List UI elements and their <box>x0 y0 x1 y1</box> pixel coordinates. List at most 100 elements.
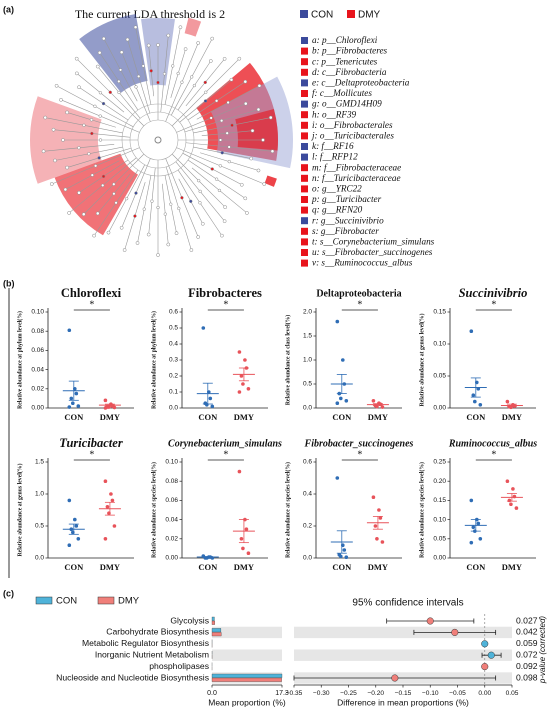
taxon-swatch <box>301 68 308 76</box>
node <box>51 127 56 132</box>
data-point <box>469 498 474 503</box>
legend-label: CON <box>56 596 77 607</box>
p-value: 0.092 <box>516 661 538 671</box>
node <box>243 196 248 201</box>
y-axis-label: Relative abundance at species level(%) <box>150 462 157 558</box>
chart-title: Deltaproteobacteria <box>316 288 401 299</box>
data-point <box>241 546 245 551</box>
node <box>227 159 231 164</box>
taxon-swatch <box>301 132 308 140</box>
x-tick-label: CON <box>332 412 352 422</box>
node <box>209 116 213 120</box>
y-tick-label: 0.0 <box>303 405 312 412</box>
data-point <box>380 540 385 544</box>
y-tick-label: 0.20 <box>433 478 446 485</box>
x-tick-label: CON <box>466 562 486 572</box>
y-tick-label: 1.0 <box>35 491 44 498</box>
significance-label: * <box>89 449 94 460</box>
node <box>134 85 138 89</box>
data-point <box>335 319 340 324</box>
node <box>135 241 140 245</box>
node <box>225 131 229 135</box>
node <box>256 107 261 112</box>
y-tick-label: 0.00 <box>433 555 446 562</box>
node <box>203 99 208 103</box>
node <box>239 182 244 187</box>
node <box>93 164 98 168</box>
node <box>196 235 201 239</box>
node <box>63 187 68 192</box>
bar <box>211 620 215 625</box>
node <box>49 182 54 186</box>
p-value: 0.072 <box>516 649 538 659</box>
data-point <box>371 399 376 403</box>
y-tick-label: 0.2 <box>303 523 312 530</box>
data-point <box>378 516 383 520</box>
y-tick-label: 0.15 <box>433 497 446 504</box>
y-tick-label: 0.08 <box>165 478 178 485</box>
y-tick-label: 0.08 <box>31 328 44 335</box>
taxon-label: q: g__RFN20 <box>312 205 363 215</box>
cladogram <box>29 13 293 257</box>
node <box>192 83 197 88</box>
data-point <box>76 537 81 541</box>
node <box>150 199 154 203</box>
node <box>93 104 97 108</box>
node <box>101 183 105 188</box>
node <box>74 71 79 76</box>
taxon-swatch <box>301 90 308 97</box>
bar <box>211 673 283 678</box>
taxon-label: e: c__Deltaproteobacteria <box>312 78 410 88</box>
data-point <box>67 543 72 547</box>
y-tick-label: 0.1 <box>169 389 178 396</box>
node <box>90 131 94 136</box>
data-point <box>342 548 347 552</box>
node <box>220 233 224 238</box>
node <box>222 219 227 224</box>
y-tick-label: 0.6 <box>303 459 312 466</box>
node <box>77 190 81 195</box>
node <box>261 138 265 142</box>
panel-label: (c) <box>3 588 14 598</box>
x-tick-label: −0.20 <box>367 690 384 697</box>
data-point <box>103 537 108 541</box>
x-axis-label: Mean proportion (%) <box>208 697 286 707</box>
node <box>169 202 173 206</box>
data-point <box>377 508 381 512</box>
node <box>257 83 262 88</box>
node <box>227 145 231 149</box>
y-tick-label: 2.0 <box>303 309 312 316</box>
significance-label: * <box>357 449 362 460</box>
difference-point <box>451 628 459 636</box>
node <box>162 72 167 76</box>
node <box>210 167 214 171</box>
x-tick-label: −0.30 <box>313 690 330 697</box>
y-tick-label: 0.5 <box>303 381 312 388</box>
node <box>95 211 100 216</box>
y-tick-label: 0.04 <box>165 516 178 523</box>
taxon-label: h: o__RF39 <box>312 109 357 119</box>
data-point <box>239 537 244 541</box>
y-axis-label: Relative abundance at species level(%) <box>284 462 291 558</box>
data-point <box>375 537 379 541</box>
node <box>65 110 69 115</box>
x-tick-label: CON <box>198 412 218 422</box>
node <box>114 201 118 205</box>
row-band <box>212 626 282 639</box>
node <box>61 138 65 142</box>
bar <box>211 677 282 682</box>
node <box>249 156 254 161</box>
data-point <box>371 495 376 500</box>
taxon-label: f: c__Mollicutes <box>312 88 372 98</box>
taxon-swatch <box>301 185 308 193</box>
taxon-label: k: f__RF16 <box>312 141 354 151</box>
node <box>197 179 201 183</box>
y-tick-label: 0.05 <box>433 373 446 380</box>
legend-label: DMY <box>118 596 140 607</box>
node <box>106 230 111 235</box>
data-point <box>505 479 510 484</box>
x-tick-label: −0.15 <box>395 690 412 697</box>
node <box>54 83 59 88</box>
p-value: 0.098 <box>516 672 538 682</box>
chart-title: Ruminococcus_albus <box>448 438 537 449</box>
